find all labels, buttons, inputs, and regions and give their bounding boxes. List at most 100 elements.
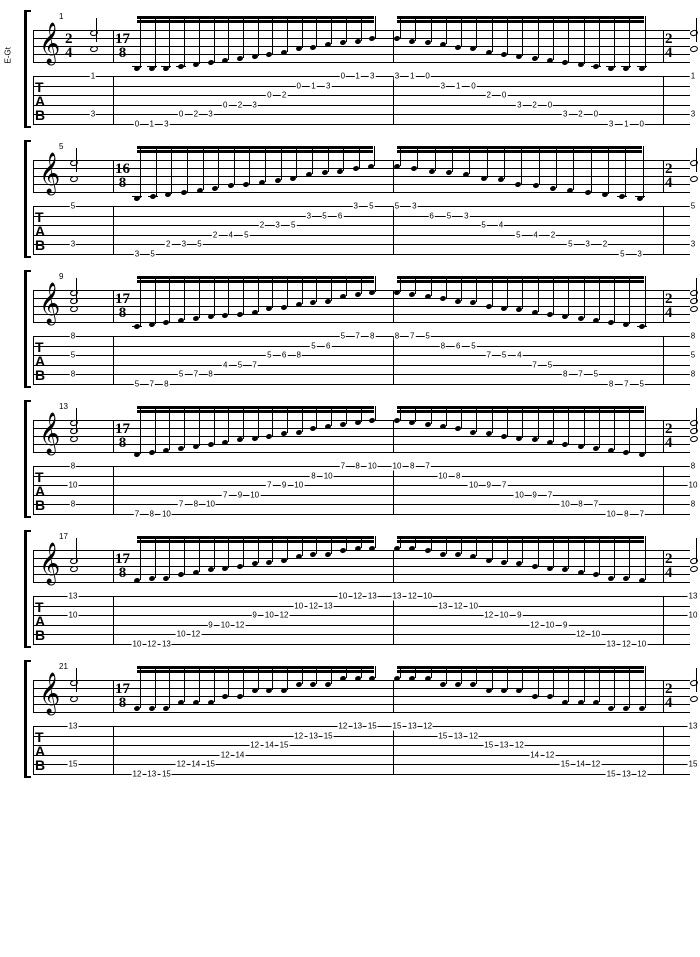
time-signature: 24 [65,32,73,60]
fret-number: 9 [237,490,243,499]
stem [629,666,630,708]
staff-line [33,680,690,681]
stem [243,276,244,314]
tab-lines [33,76,690,124]
fret-number: 7 [547,490,553,499]
beam [137,666,374,669]
stem [343,146,344,171]
barline [113,290,114,322]
fret-number: 7 [148,380,154,389]
fret-number: 10 [499,611,510,620]
tab-line [33,384,690,385]
ledger-line [637,66,647,67]
stem [249,146,250,184]
fret-number: 3 [411,202,417,211]
stem [199,16,200,64]
ledger-line [635,196,645,197]
time-signature: 178 [115,552,130,580]
stem [507,406,508,436]
fret-number: 7 [486,351,492,360]
staff-line [33,550,690,551]
stem [140,146,141,198]
stem [199,536,200,572]
fret-number: 3 [690,110,696,119]
stem [184,406,185,448]
staff-line [33,574,690,575]
fret-number: 7 [501,481,507,490]
system-bracket [24,10,31,128]
stem [476,406,477,432]
stem [258,276,259,312]
stem [446,536,447,554]
stem [265,146,266,182]
staff-line [33,704,690,705]
stem [431,406,432,424]
notation-staff: 𝄞516824 [33,140,690,200]
tab-lines [33,336,690,384]
fret-number: 5 [237,360,243,369]
fret-number: 0 [266,91,272,100]
system-content: 𝄞1717824TAB13101012131012910129101210121… [33,530,690,648]
beam [137,276,374,279]
ledger-line [176,66,186,67]
tab-line [33,225,690,226]
stem [96,18,97,42]
fret-number: 7 [134,510,140,519]
stem [431,276,432,296]
fret-number: 5 [340,332,346,341]
stem [591,146,592,192]
barline [33,550,34,582]
stem [346,666,347,678]
fret-number: 15 [161,770,172,779]
fret-number: 1 [354,72,360,81]
fret-number: 12 [352,592,363,601]
fret-number: 10 [323,471,334,480]
tab-line [33,346,690,347]
notehead [689,679,698,687]
fret-number: 12 [293,731,304,740]
fret-number: 1 [90,72,96,81]
notation-staff: 𝄞12417824 [33,10,690,70]
treble-clef: 𝄞 [39,22,60,65]
stem [156,146,157,196]
time-signature: 178 [115,422,130,450]
staff-group: 𝄞1717824TAB13101012131012910129101210121… [10,530,690,648]
stem [169,536,170,578]
measure-number: 17 [59,532,68,541]
fret-number: 1 [148,120,154,129]
tab-label: TAB [35,340,45,382]
stem [375,536,376,548]
beam [397,536,644,539]
fret-number: 7 [623,380,629,389]
stem [645,406,646,454]
fret-number: 2 [165,240,171,249]
notehead [689,419,698,427]
stem [328,146,329,172]
time-signature: 178 [115,32,130,60]
fret-number: 7 [178,500,184,509]
barline [393,290,394,322]
stem [346,406,347,424]
fret-number: 13 [499,741,510,750]
tab-line [33,355,690,356]
notation-staff: 𝄞2117824 [33,660,690,720]
tab-line [33,495,690,496]
barline [113,680,114,712]
stem [316,406,317,428]
stem [507,276,508,308]
stem [184,666,185,702]
fret-number: 2 [193,110,199,119]
fret-number: 12 [453,601,464,610]
barline [393,336,394,384]
fret-number: 0 [593,110,599,119]
stem [415,666,416,678]
stem [487,146,488,178]
system-2: 𝄞516824TAB533523524523535635536535454253… [10,140,690,258]
fret-number: 3 [353,202,359,211]
notation-staff: 𝄞1317824 [33,400,690,460]
fret-number: 15 [560,760,571,769]
fret-number: 13 [392,592,403,601]
barline [663,550,664,582]
stem [374,146,375,166]
ledger-line [617,196,627,197]
